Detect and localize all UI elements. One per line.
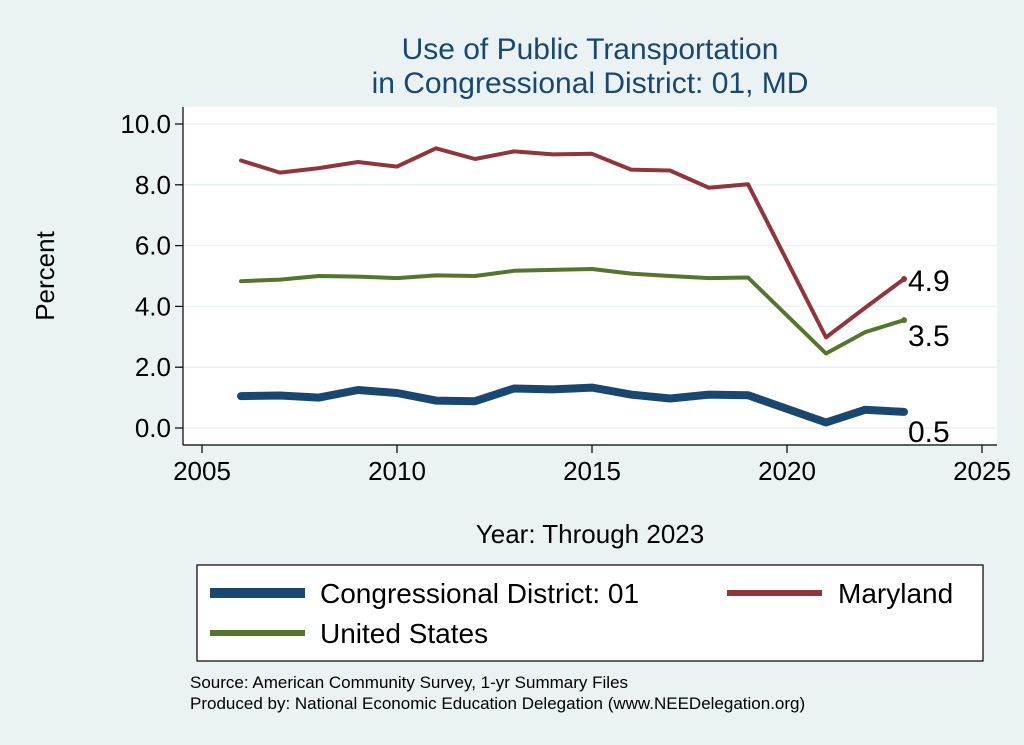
x-tick-label: 2005	[173, 456, 231, 486]
end-label-2: 3.5	[908, 320, 950, 353]
x-axis-label: Year: Through 2023	[476, 519, 704, 549]
legend	[196, 564, 984, 662]
end-label-1: 4.9	[908, 265, 950, 298]
y-tick-label: 0.0	[135, 413, 171, 443]
x-tick-label: 2015	[563, 456, 621, 486]
end-labels: 0.5 4.9 3.5	[908, 265, 950, 449]
end-label-0: 0.5	[908, 416, 950, 449]
x-tick-label: 2010	[368, 456, 426, 486]
series-line-2	[239, 267, 906, 356]
y-tick-label: 6.0	[135, 231, 171, 261]
x-ticks: 2005 2010 2015 2020 2025	[173, 445, 1011, 486]
legend-label: Congressional District: 01	[320, 578, 639, 609]
series-line-1	[239, 146, 906, 340]
y-axis-label: Percent	[30, 230, 60, 320]
series-end-point	[901, 408, 907, 415]
y-tick-label: 10.0	[120, 109, 171, 139]
legend-items: Congressional District: 01 Maryland United…	[210, 578, 953, 649]
chart-title-line-2: in Congressional District: 01, MD	[372, 67, 809, 100]
y-tick-label: 2.0	[135, 352, 171, 382]
source-note: Source: American Community Survey, 1-yr …	[190, 673, 628, 692]
grid	[183, 123, 997, 429]
y-tick-label: 8.0	[135, 170, 171, 200]
x-tick-label: 2020	[758, 456, 816, 486]
y-ticks: 0.0 2.0 4.0 6.0 8.0 10.0	[120, 109, 183, 443]
produced-by-note: Produced by: National Economic Education…	[190, 694, 805, 713]
series-lines	[237, 146, 908, 427]
legend-label: Maryland	[838, 578, 953, 609]
legend-label: United States	[320, 618, 488, 649]
chart-title-line-1: Use of Public Transportation	[402, 33, 779, 66]
series-end-point	[901, 276, 907, 283]
y-tick-label: 4.0	[135, 291, 171, 321]
x-tick-label: 2025	[953, 456, 1011, 486]
series-line-0	[237, 383, 908, 427]
series-end-point	[901, 317, 907, 324]
